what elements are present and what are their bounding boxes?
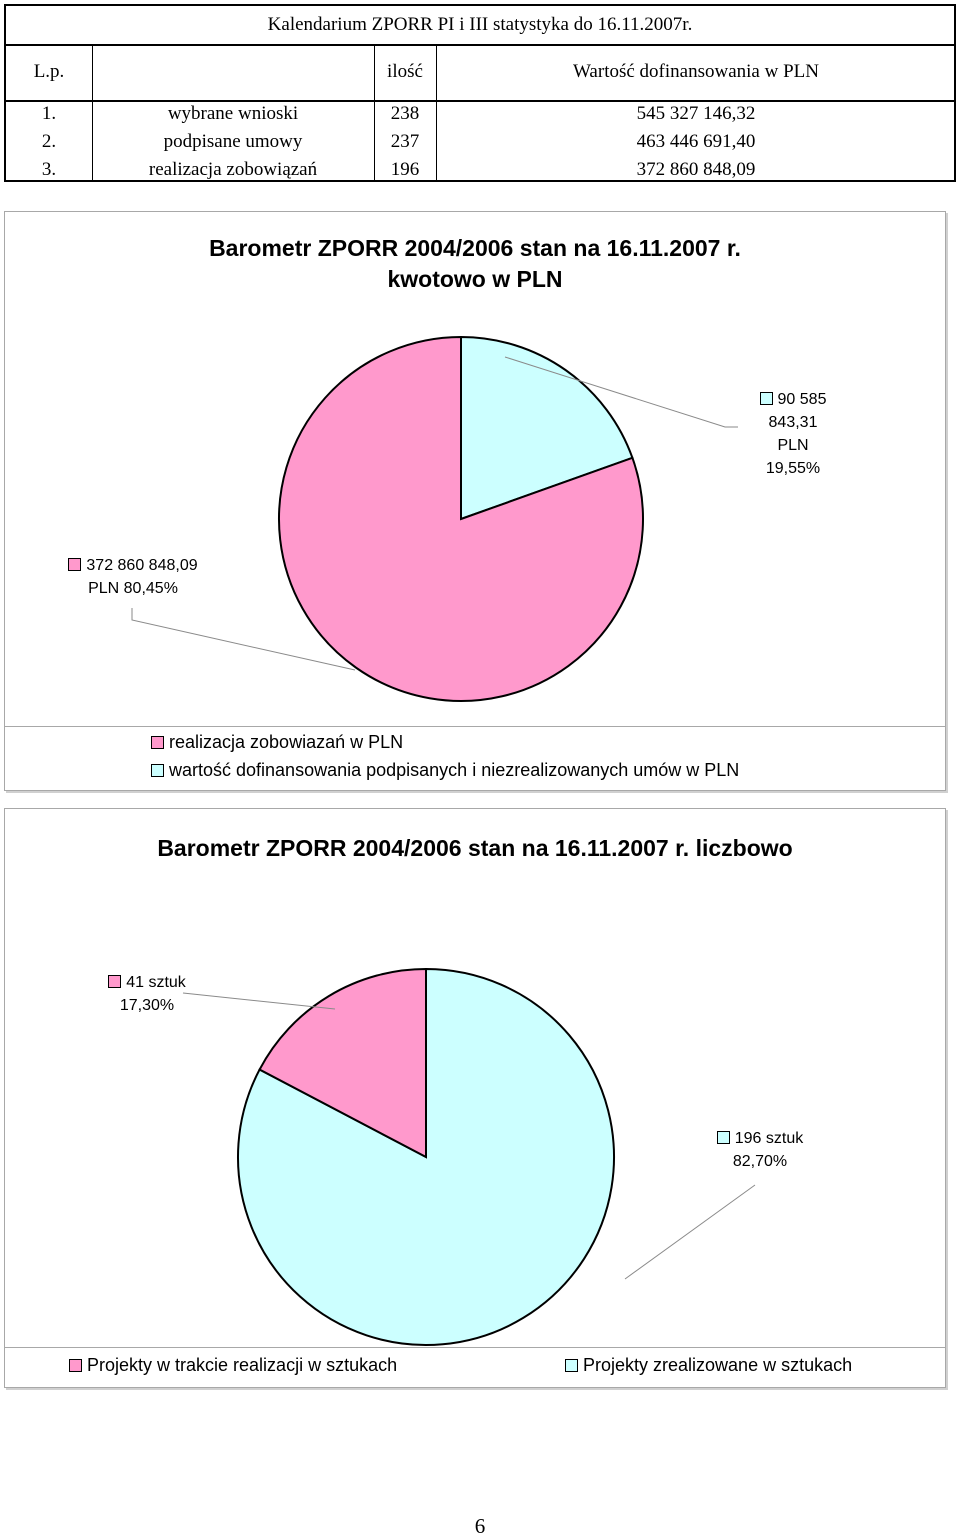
pie-slice [258,967,427,1159]
chart-title: Barometr ZPORR 2004/2006 stan na 16.11.2… [157,835,793,861]
label-value: 41 sztuk [126,974,186,991]
table-header-row [6,44,954,102]
legend-item: Projekty w trakcie realizacji w sztukach [69,1352,397,1378]
legend-item: realizacja zobowiazań w PLN [151,729,403,755]
table-title-row [6,6,954,46]
label-unit: PLN [777,437,809,454]
legend-item: Projekty zrealizowane w sztukach [565,1352,852,1378]
label-swatch [68,558,82,571]
cell-name: realizacja zobowiązań [148,159,318,180]
label-percent: PLN 80,45% [88,580,178,597]
cell-lp: 2. [41,131,57,152]
pie-slice [278,335,644,702]
legend-item: wartość dofinansowania podpisanych i nie… [151,757,739,783]
column-divider [92,44,93,180]
table-title: Kalendarium ZPORR PI i III statystyka do… [267,14,693,35]
legend-swatch [69,1359,82,1372]
pie-plot-area [182,967,756,1346]
legend-swatch [151,736,164,749]
label-percent: 19,55% [765,460,821,477]
pie-slice [460,335,634,521]
legend-label: wartość dofinansowania podpisanych i nie… [169,760,740,780]
header-name [92,44,374,100]
label-percent: 17,30% [119,997,175,1014]
cell-name: podpisane umowy [163,131,303,152]
cell-lp: 1. [41,103,57,124]
legend-label: Projekty w trakcie realizacji w sztukach [87,1355,398,1375]
chart-legend: realizacja zobowiazań w PLN wartość dofi… [5,726,945,791]
pie-plot-area [131,335,738,702]
label-swatch [108,975,122,988]
cell-count: 238 [390,103,420,124]
column-divider [374,44,375,180]
table-row: 3. realizacja zobowiązań 196 372 860 848… [6,156,954,184]
label-value: 90 585 843,31 [768,391,827,431]
header-value: Wartość dofinansowania w PLN [573,61,819,82]
legend-swatch [151,764,164,777]
label-swatch [759,392,773,405]
header-lp: L.p. [33,61,65,82]
cell-value: 545 327 146,32 [636,103,756,124]
label-percent: 82,70% [732,1153,788,1170]
cell-value: 372 860 848,09 [636,159,756,180]
label-swatch [716,1131,730,1144]
legend-swatch [565,1359,578,1372]
data-label-slice-2: 196 sztuk 82,70% [695,1127,825,1173]
chart-legend: Projekty w trakcie realizacji w sztukach… [5,1347,945,1388]
cell-lp: 3. [41,159,57,180]
legend-label: Projekty zrealizowane w sztukach [583,1355,853,1375]
label-value: 372 860 848,09 [86,557,198,574]
chart-title: Barometr ZPORR 2004/2006 stan na 16.11.2… [5,233,945,295]
chart-title-line1: Barometr ZPORR 2004/2006 stan na 16.11.2… [209,235,741,261]
label-value: 196 sztuk [734,1130,804,1147]
pie-chart-amount: Barometr ZPORR 2004/2006 stan na 16.11.2… [4,211,946,791]
header-count: ilość [387,61,423,82]
table-row: 2. podpisane umowy 237 463 446 691,40 [6,128,954,156]
leader-line [624,1184,756,1280]
data-label-slice-1: 41 sztuk 17,30% [87,971,207,1017]
data-label-slice-2: 90 585 843,31 PLN 19,55% [733,388,853,480]
pie-chart-count: Barometr ZPORR 2004/2006 stan na 16.11.2… [4,808,946,1388]
page-number: 6 [474,1514,486,1538]
statistics-table: Kalendarium ZPORR PI i III statystyka do… [4,4,956,182]
data-label-slice-1: 372 860 848,09 PLN 80,45% [53,554,213,600]
leader-line [131,608,356,671]
chart-title-line2: kwotowo w PLN [387,266,563,292]
leader-line [182,992,336,1010]
cell-name: wybrane wnioski [167,103,299,124]
column-divider [436,44,437,180]
table-row: 1. wybrane wnioski 238 545 327 146,32 [6,100,954,128]
cell-count: 196 [390,159,420,180]
cell-value: 463 446 691,40 [636,131,756,152]
leader-line [504,356,738,428]
cell-count: 237 [390,131,420,152]
legend-label: realizacja zobowiazań w PLN [169,732,404,752]
